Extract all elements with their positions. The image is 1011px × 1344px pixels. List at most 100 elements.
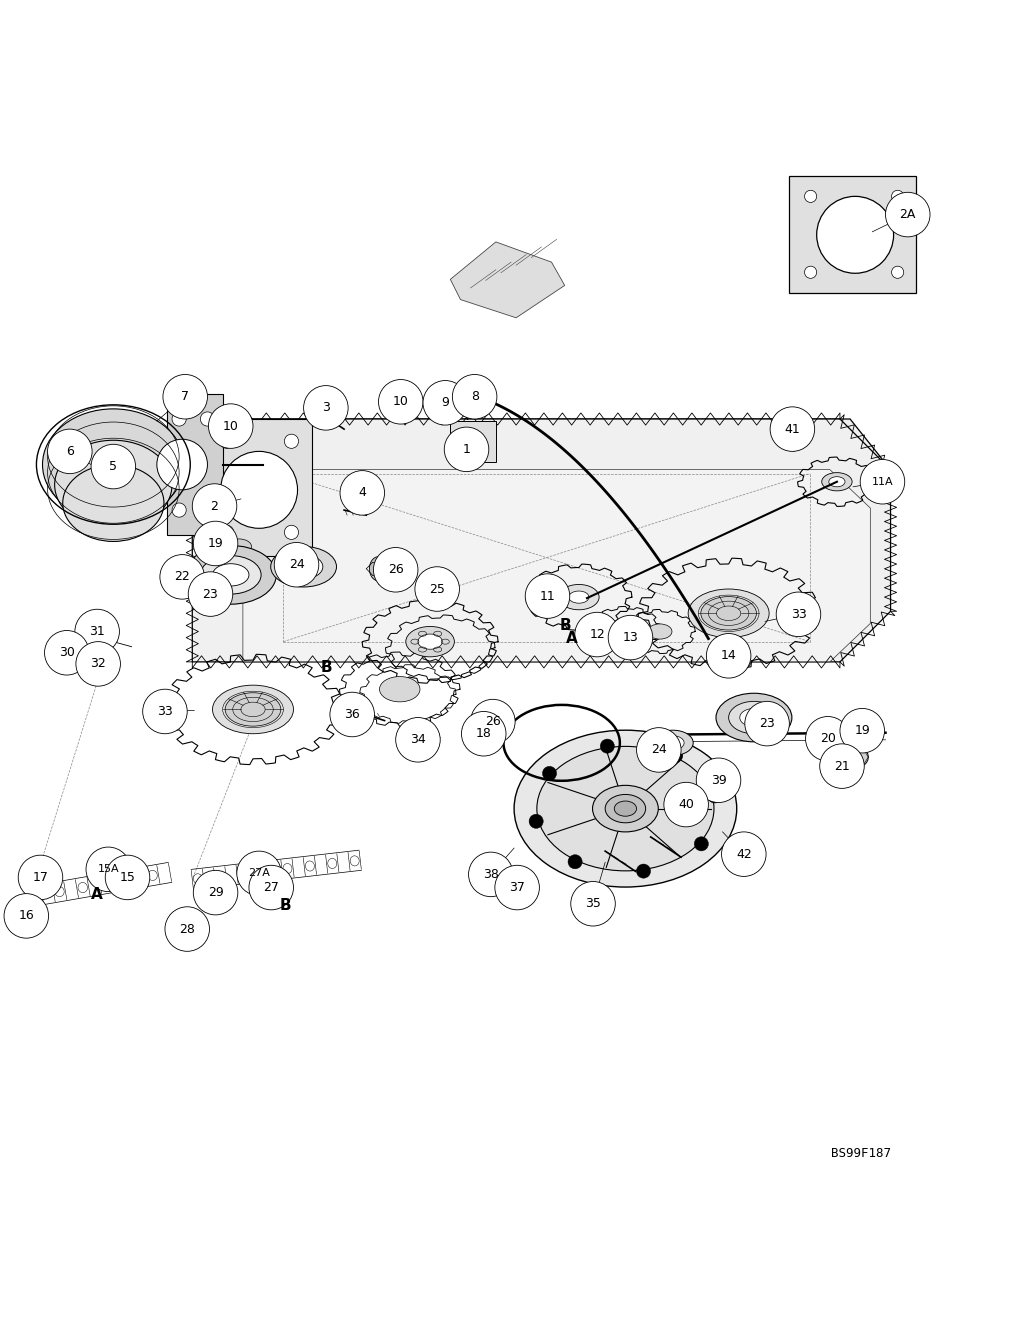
Circle shape [525,574,569,618]
Polygon shape [450,421,495,461]
Text: 27A: 27A [248,868,270,879]
Ellipse shape [700,597,755,630]
Circle shape [193,871,238,915]
Text: 11A: 11A [870,477,893,487]
Text: 26: 26 [387,563,403,577]
Circle shape [804,266,816,278]
Circle shape [192,484,237,528]
Text: 7: 7 [181,390,189,403]
Circle shape [395,718,440,762]
Text: BS99F187: BS99F187 [830,1146,890,1160]
Circle shape [330,692,374,737]
Ellipse shape [418,634,442,649]
Polygon shape [202,419,243,551]
Text: B: B [559,618,571,633]
Circle shape [706,633,750,679]
Text: 4: 4 [358,487,366,500]
Text: 16: 16 [18,910,34,922]
Ellipse shape [78,645,94,655]
Circle shape [18,855,63,899]
Circle shape [91,445,135,489]
Text: 2: 2 [210,500,218,512]
Text: 3: 3 [321,402,330,414]
Text: 10: 10 [392,395,408,409]
Text: 36: 36 [344,708,360,720]
Ellipse shape [212,685,293,734]
Circle shape [608,616,652,660]
Circle shape [249,866,293,910]
Circle shape [373,547,418,593]
Circle shape [668,749,682,762]
Ellipse shape [698,769,728,789]
Circle shape [220,452,297,528]
Ellipse shape [613,621,637,636]
Text: 25: 25 [429,582,445,595]
Text: 5: 5 [109,460,117,473]
Ellipse shape [470,718,490,738]
Circle shape [423,380,467,425]
Text: 19: 19 [853,724,869,738]
Text: A: A [565,632,577,646]
Circle shape [415,567,459,612]
Text: 32: 32 [90,657,106,671]
Ellipse shape [822,723,862,749]
Circle shape [172,411,186,426]
Circle shape [600,739,614,753]
Ellipse shape [828,477,844,487]
Ellipse shape [860,723,879,742]
Circle shape [636,727,680,773]
Circle shape [694,837,708,851]
Ellipse shape [93,650,115,665]
Polygon shape [450,242,564,317]
Text: 31: 31 [89,625,105,638]
Ellipse shape [536,746,713,871]
Text: 23: 23 [202,587,218,601]
Ellipse shape [591,785,657,832]
Ellipse shape [661,735,683,750]
Text: 29: 29 [207,886,223,899]
Text: 39: 39 [710,774,726,786]
Ellipse shape [235,429,247,437]
Ellipse shape [200,555,261,594]
Circle shape [529,814,543,828]
Ellipse shape [675,789,704,808]
Circle shape [494,866,539,910]
Circle shape [819,743,863,789]
Text: 37: 37 [509,882,525,894]
Circle shape [885,192,929,237]
Text: 9: 9 [441,396,449,410]
Text: 33: 33 [790,607,806,621]
Ellipse shape [42,409,184,520]
Text: 42: 42 [735,848,751,860]
Text: 24: 24 [650,743,666,757]
Text: 11: 11 [539,590,555,602]
Text: 30: 30 [59,646,75,660]
Ellipse shape [218,895,231,907]
Circle shape [378,379,423,425]
Ellipse shape [456,406,470,415]
Text: 28: 28 [179,922,195,935]
Text: 20: 20 [819,732,835,746]
Circle shape [86,847,130,891]
Circle shape [163,375,207,419]
Text: 1: 1 [462,444,470,456]
Ellipse shape [715,694,791,742]
Text: 14: 14 [720,649,736,663]
Ellipse shape [224,692,280,726]
Ellipse shape [270,547,336,587]
Circle shape [859,460,904,504]
Text: 2A: 2A [899,208,915,220]
Circle shape [470,699,515,743]
Circle shape [48,429,92,473]
Ellipse shape [212,563,249,586]
Text: 15: 15 [119,871,135,884]
Text: 19: 19 [207,538,223,550]
Text: B: B [279,898,291,914]
Circle shape [461,711,506,755]
Text: 41: 41 [784,422,800,435]
Circle shape [303,386,348,430]
Circle shape [663,782,708,827]
Circle shape [574,613,619,657]
Text: 21: 21 [833,759,849,773]
Text: 22: 22 [174,570,190,583]
